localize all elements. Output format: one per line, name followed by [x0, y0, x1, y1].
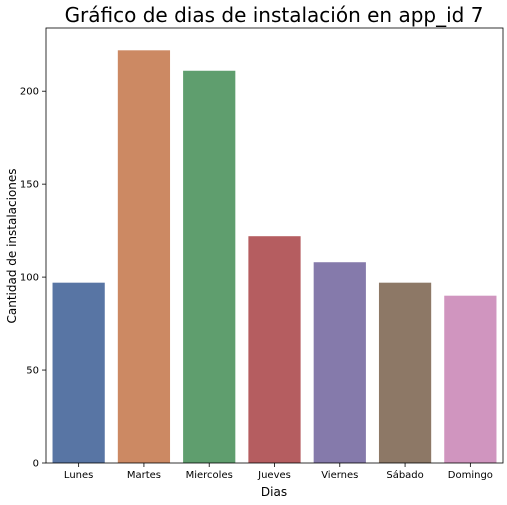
x-tick-label-4: Viernes [321, 470, 358, 481]
x-tick-label-5: Sábado [386, 469, 423, 481]
x-tick-label-3: Jueves [257, 470, 291, 481]
chart-title: Gráfico de dias de instalación en app_id… [65, 3, 484, 27]
x-tick-label-2: Miercoles [186, 470, 233, 481]
x-axis-label: Dias [261, 485, 287, 499]
bar-4 [313, 262, 366, 463]
bar-0 [52, 282, 105, 463]
x-tick-label-0: Lunes [64, 470, 93, 481]
y-tick-label-3: 150 [20, 180, 39, 191]
y-tick-label-2: 100 [20, 273, 39, 284]
y-tick-label-0: 0 [33, 459, 39, 470]
y-axis-label: Cantidad de instalaciones [5, 168, 19, 323]
y-axis: 0 50 100 150 200 [20, 87, 46, 470]
y-tick-label-4: 200 [20, 87, 39, 98]
bar-6 [444, 295, 497, 463]
bars-group [52, 50, 497, 464]
x-tick-label-6: Domingo [448, 470, 493, 481]
bar-5 [378, 282, 432, 463]
bar-1 [117, 50, 171, 464]
bar-2 [183, 70, 236, 463]
bar-3 [248, 236, 301, 463]
x-tick-label-1: Martes [127, 470, 161, 481]
x-axis: Lunes Martes Miercoles Jueves Viernes Sábado D… [64, 463, 493, 481]
y-tick-label-1: 50 [26, 366, 39, 377]
